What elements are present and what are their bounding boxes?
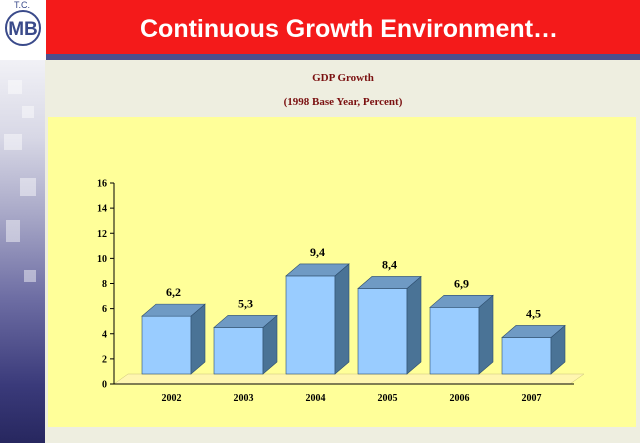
bar-top-2003	[213, 315, 278, 328]
chart-panel: 0 2 4 6 8 10 12 14 16 6,2 2002 5,3 2003 9,4 2004 8,4 200…	[48, 117, 636, 427]
bar-2002	[141, 315, 192, 375]
bar-side-2004	[334, 263, 350, 375]
bar-top-2006	[429, 295, 494, 308]
y-tick-label: 16	[97, 179, 107, 190]
bar-top-2007	[501, 325, 566, 338]
chart-title: GDP Growth	[312, 72, 374, 84]
data-label-2007: 4,5	[526, 306, 541, 320]
x-tick-label-2006: 2006	[450, 393, 470, 404]
x-tick-label-2002: 2002	[162, 393, 182, 404]
logo-mark-icon: MB	[5, 10, 41, 46]
y-tick-label: 0	[102, 380, 107, 391]
bar-2007	[501, 337, 552, 375]
bar-top-2002	[141, 303, 206, 317]
bar-side-2006	[478, 294, 494, 375]
logo-top-text: T.C.	[14, 0, 31, 10]
title-bar	[0, 0, 640, 54]
bar-2004	[285, 275, 336, 375]
x-tick-label-2007: 2007	[522, 393, 542, 404]
y-tick-label: 4	[102, 329, 107, 340]
data-label-2006: 6,9	[454, 276, 469, 290]
bar-2003	[213, 327, 264, 375]
side-tile	[4, 134, 22, 150]
side-tile	[20, 178, 36, 196]
data-label-2003: 5,3	[238, 296, 253, 310]
data-label-2004: 9,4	[310, 245, 325, 259]
data-label-2002: 6,2	[166, 285, 181, 299]
y-tick-label: 6	[102, 304, 107, 315]
y-tick-label: 10	[97, 254, 107, 265]
x-tick-label-2003: 2003	[234, 393, 254, 404]
chart-floor	[113, 373, 585, 385]
side-tile	[24, 270, 36, 282]
bar-2006	[429, 307, 480, 375]
x-tick-label-2005: 2005	[378, 393, 398, 404]
bar-top-2005	[357, 276, 422, 289]
y-tick-label: 2	[102, 354, 107, 365]
bar-top-2004	[285, 263, 350, 277]
gdp-bar-chart: 0 2 4 6 8 10 12 14 16 6,2 2002 5,3 2003 9,4 2004 8,4 200…	[97, 179, 585, 404]
side-tile	[8, 80, 22, 94]
y-tick-label: 8	[102, 279, 107, 290]
bar-side-2005	[406, 275, 422, 375]
bar-2005	[357, 288, 408, 375]
logo: T.C. MB	[0, 0, 46, 60]
side-tile	[6, 220, 20, 242]
x-tick-label-2004: 2004	[306, 393, 326, 404]
slide-title: Continuous Growth Environment…	[140, 15, 559, 43]
side-tile	[22, 106, 34, 118]
chart-subtitle: (1998 Base Year, Percent)	[283, 96, 403, 108]
title-bar-stripe	[0, 54, 640, 60]
decorative-side-strip	[0, 60, 45, 443]
y-tick-label: 14	[97, 204, 107, 215]
logo-monogram: MB	[8, 19, 38, 40]
data-label-2005: 8,4	[382, 257, 397, 271]
y-tick-label: 12	[97, 229, 107, 240]
